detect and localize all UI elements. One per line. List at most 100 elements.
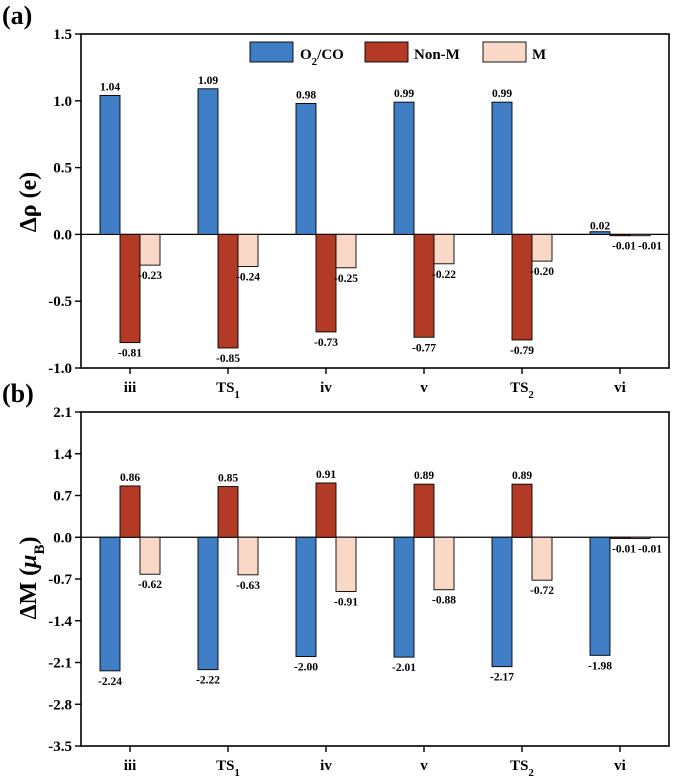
panel-b-frame (80, 411, 670, 747)
panel-a-data-label-nonm: -0.01 (612, 240, 636, 252)
panel-b-bar-m (237, 536, 259, 576)
panel-a-bar-m (433, 233, 455, 265)
panel-b-data-label-nonm: 0.91 (316, 469, 336, 481)
panel-a-y-axis-unit: (e) (16, 172, 42, 199)
panel-a-data-label-o2co: 0.99 (394, 88, 414, 100)
panel-b-bar-nonm (119, 485, 141, 538)
panel-a-data-label-o2co: 1.04 (100, 81, 120, 93)
panel-b-bar-o2co (491, 536, 513, 668)
panel-a-data-label-m: -0.01 (638, 240, 662, 252)
panel-b-bar-m (433, 536, 455, 591)
panel-b-bar-o2co (99, 536, 121, 672)
panel-a: (a) Δρ (e) O2/CO Non-M M -1.0 -0.5 0.0 0.5 1.… (2, 1, 670, 401)
panel-a-bar-o2co (197, 88, 219, 235)
panel-b-data-label-m: -0.72 (530, 585, 554, 597)
panel-a-bar-m (629, 233, 651, 237)
panel-b-y-axis-title: ΔM(μB) (16, 536, 48, 619)
panel-a-data-label-nonm: -0.73 (314, 337, 338, 349)
panel-a-y-tick-label: 0.5 (53, 161, 72, 177)
panel-a-data-label-nonm: -0.79 (510, 345, 534, 357)
panel-a-bar-o2co (589, 231, 611, 235)
panel-a-data-label-m: -0.22 (432, 269, 456, 281)
panel-a-data-label-nonm: -0.77 (412, 342, 436, 354)
panel-b-data-label-nonm: 0.89 (512, 470, 532, 482)
panel-b-y-tick-label: -1.4 (48, 614, 72, 630)
panel-a-x-tick-label: v (420, 380, 428, 396)
panel-a-x-tick-label: iv (320, 380, 332, 396)
panel-a-x-tick-label: iii (124, 380, 137, 396)
panel-b-data-label-o2co: -2.00 (294, 662, 318, 674)
panel-b-y-axis-symbol: ΔM (16, 582, 42, 620)
panel-b-data-label-nonm: -0.01 (612, 543, 636, 555)
panel-b-y-tick-label: 0.7 (53, 489, 72, 505)
legend-label-nonm: Non-M (414, 47, 460, 63)
panel-a-data-label-o2co: 0.99 (492, 88, 512, 100)
panel-b-bar-o2co (295, 536, 317, 657)
panel-a-bar-m (237, 233, 259, 267)
legend-swatch-m (482, 41, 527, 63)
panel-a-data-label-o2co: 1.09 (198, 75, 218, 87)
panel-b-data-label-m: -0.63 (236, 580, 260, 592)
panel-a-bar-nonm (511, 233, 533, 341)
panel-a-bar-nonm (119, 233, 141, 344)
panel-a-bar-nonm (609, 233, 631, 237)
panel-b-bar-m (139, 536, 161, 575)
panel-a-x-tick-label: TS2 (510, 380, 534, 401)
panel-a-data-label-o2co: 0.98 (296, 89, 316, 101)
panel-b-data-label-m: -0.62 (138, 579, 162, 591)
panel-b-x-tick-label: v (420, 758, 428, 774)
panel-a-y-axis-title: Δρ (e) (16, 172, 42, 233)
legend-label-o2co: O2/CO (300, 47, 344, 68)
panel-b-data-label-o2co: -1.98 (588, 660, 612, 672)
panel-b-y-tick-label: -3.5 (48, 739, 72, 755)
panel-a-data-label-nonm: -0.81 (118, 348, 142, 360)
panel-b-y-tick-label: 1.4 (53, 447, 72, 463)
panel-b-data-label-m: -0.88 (432, 595, 456, 607)
panel-a-bar-m (335, 233, 357, 269)
panel-a-bar-o2co (491, 101, 513, 235)
panel-b-bar-m (531, 536, 553, 581)
panel-a-bar-o2co (99, 95, 121, 235)
panel-a-data-label-o2co: 0.02 (590, 220, 610, 232)
panel-b-y-tick-label: -2.1 (48, 656, 72, 672)
panel-a-frame (80, 33, 670, 369)
panel-b-bar-o2co (589, 536, 611, 656)
panel-a-bar-nonm (217, 233, 239, 349)
panel-a-data-label-nonm: -0.85 (216, 353, 240, 365)
panel-b-y-tick-label: -2.8 (48, 697, 72, 713)
panel-b-bar-nonm (413, 483, 435, 538)
panel-b-y-axis-mu: μ (16, 554, 42, 569)
panel-b-x-tick-label: vi (614, 758, 626, 774)
panel-b-data-label-o2co: -2.24 (98, 676, 122, 688)
panel-b-data-label-nonm: 0.86 (120, 472, 140, 484)
panel-b-data-label-nonm: 0.85 (218, 473, 238, 485)
panel-a-bar-o2co (295, 103, 317, 235)
panel-b-y-tick-label: -0.7 (48, 572, 72, 588)
panel-a-bar-o2co (393, 101, 415, 235)
panel-b-bar-o2co (197, 536, 219, 671)
panel-a-x-tick-label: vi (614, 380, 626, 396)
panel-b-bar-nonm (217, 486, 239, 538)
panel-a-bar-m (531, 233, 553, 262)
panel-b-data-label-o2co: -2.01 (392, 662, 416, 674)
panel-b-data-label-o2co: -2.22 (196, 675, 220, 687)
panel-b-y-tick-label: 2.1 (53, 405, 72, 421)
panel-b-x-tick-label: iii (124, 758, 137, 774)
panel-b-x-tick-label: TS1 (216, 758, 240, 778)
panel-a-data-label-m: -0.25 (334, 273, 358, 285)
panel-b-y-tick-label: 0.0 (53, 530, 72, 546)
panel-a-data-label-m: -0.23 (138, 270, 162, 282)
legend-label-m: M (532, 47, 546, 63)
panel-b-x-tick-label: TS2 (510, 758, 534, 778)
panel-a-data-label-m: -0.20 (530, 266, 554, 278)
panel-a-data-label-m: -0.24 (236, 271, 260, 283)
panel-b-bar-o2co (393, 536, 415, 658)
panel-b-y-axis-sub: B (32, 544, 48, 554)
panel-b-data-label-nonm: 0.89 (414, 470, 434, 482)
panel-a-bar-nonm (413, 233, 435, 338)
panel-a-y-axis-symbol: Δρ (16, 204, 42, 232)
panel-b-data-label-o2co: -2.17 (490, 672, 514, 684)
panel-a-bar-m (139, 233, 161, 266)
panel-a-y-tick-label: 0.0 (53, 227, 72, 243)
